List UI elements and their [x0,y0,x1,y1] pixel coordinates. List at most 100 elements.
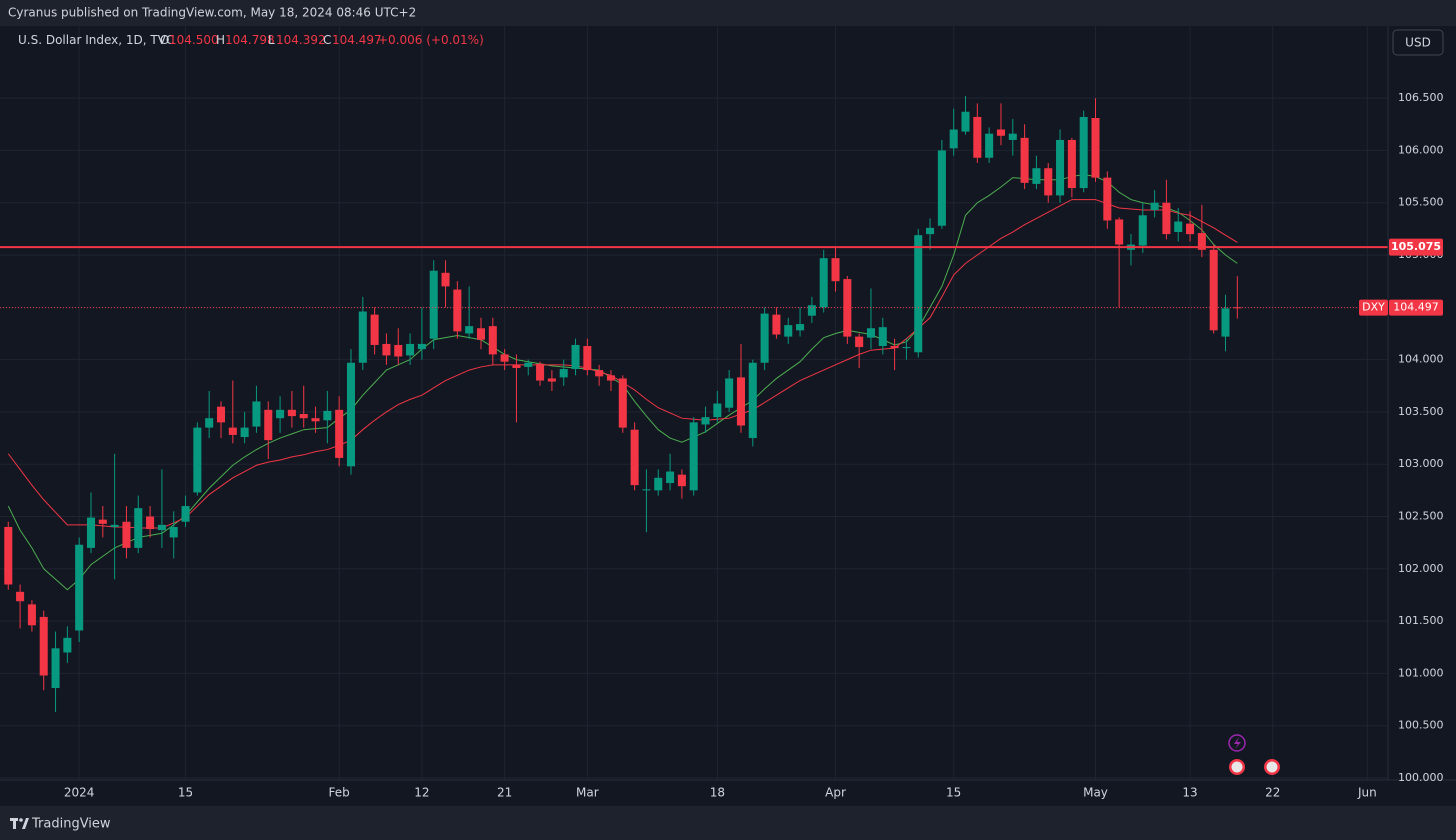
candle-body [725,378,734,408]
candle-body [16,591,25,602]
candle-body [441,272,450,287]
currency-button[interactable] [1392,29,1444,56]
candle-body [146,516,155,530]
x-tick-label: Apr [825,786,846,800]
candle-body [559,369,568,378]
y-tick-label: 102.000 [1398,562,1444,575]
header-bar [0,0,1456,26]
candle-body [429,270,438,339]
candle-body [536,363,545,381]
y-tick-label: 103.500 [1398,405,1444,418]
x-tick-label: Feb [329,786,350,800]
candle-body [382,343,391,356]
candle-body [134,508,143,548]
candle-body [1008,133,1017,140]
candle-body [1056,139,1065,196]
candle-body [914,235,923,353]
candle-body [98,519,107,524]
event-icons [1228,734,1280,775]
y-tick-label: 106.000 [1398,143,1444,156]
y-tick-label: 105.500 [1398,196,1444,209]
candle-body [571,344,580,370]
candle-body [417,343,426,350]
x-tick-label: 18 [710,786,725,800]
candle-body [476,328,486,340]
y-tick-label: 101.500 [1398,614,1444,627]
candle-body [512,364,521,368]
candle-body [784,325,793,337]
candle-body [335,409,344,458]
flag [1266,761,1278,773]
candle-body [1115,219,1124,245]
candle-body [677,474,686,487]
legend-c: 104.497 [332,33,382,47]
logo-part [22,818,29,829]
candle-body [228,427,237,435]
last-price-label: 104.497 [1393,301,1439,314]
y-tick-label: 103.000 [1398,457,1444,470]
legend-l-label: L [268,33,275,47]
candle-body [630,429,639,486]
event-bolt [1234,737,1241,749]
candle-body [4,526,13,585]
x-tick-label: 13 [1182,786,1197,800]
y-tick-label: 101.000 [1398,666,1444,679]
candle-body [86,517,96,548]
candle-body [524,362,533,367]
candle-body [866,328,875,338]
logo-part [13,818,16,829]
candle-body [736,377,745,426]
candle-body [772,314,781,335]
candle-body [1186,223,1195,235]
candle-body [1032,168,1041,184]
candle-body [1197,233,1206,250]
candle-body [276,409,285,419]
x-tick-label: 15 [946,786,961,800]
candle-body [748,362,757,439]
currency[interactable]: USD [1405,36,1431,50]
y-tick-label: 104.000 [1398,353,1444,366]
candle-body [394,344,403,357]
candle-body [39,616,48,676]
candle-body [216,406,226,423]
candle-body [181,506,190,522]
candle-body [654,477,663,491]
x-tick-label: Mar [576,786,599,800]
legend-h: 104.798 [225,33,275,47]
candle-body [618,378,627,428]
candle-body [606,375,615,381]
candle-body [169,526,178,538]
candle-body [240,427,249,438]
candle-body [796,324,805,331]
candle-body [157,524,166,531]
candle-body [1138,215,1147,246]
publisher: Cyranus published on TradingView.com, Ma… [8,6,416,20]
legend-l: 104.392 [276,33,326,47]
y-tick-label: 100.000 [1398,771,1444,784]
legend-h-label: H [216,33,225,47]
flag [1231,761,1243,773]
legend-o-label: O [160,33,169,47]
candle-body [346,362,356,467]
logo [10,818,29,829]
candle-body [122,521,131,548]
candle-body [807,305,816,316]
candle-body [949,129,958,149]
candle-body [595,370,604,377]
candle-body [453,289,462,332]
candle-body [760,313,769,363]
y-tick-label: 106.500 [1398,91,1444,104]
x-tick-label: 12 [414,786,429,800]
candle-body [1150,202,1159,211]
legend-o: 104.500 [169,33,219,47]
candle-body [996,129,1005,136]
y-tick-label: 100.500 [1398,719,1444,732]
candle-body [689,422,698,491]
legend-symbol: U.S. Dollar Index, 1D, TVC [18,33,174,47]
candle-body [27,604,36,626]
price-level-tag [1389,238,1443,256]
candle-body [1079,116,1088,189]
legend: U.S. Dollar Index, 1D, TVC O 104.500 H 1… [18,33,484,47]
x-tick-label: 21 [497,786,512,800]
